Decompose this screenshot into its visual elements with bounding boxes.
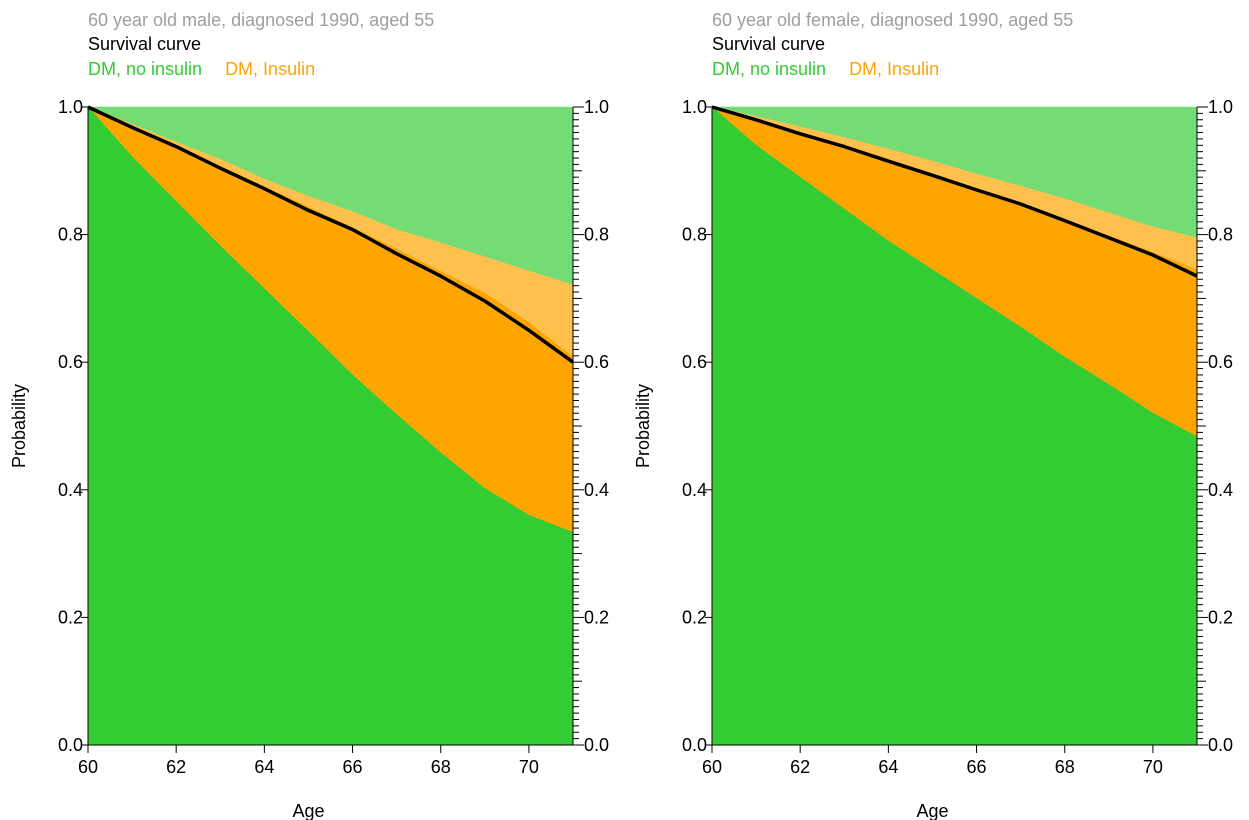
chart-panel-female: 60 year old female, diagnosed 1990, aged… bbox=[624, 0, 1248, 820]
chart-plot-female: 0.0 0.0 0.2 0.2 0.4 0.4 0.6 0.6 0.8 0.8 1.0 1.0 60 62… bbox=[633, 97, 1233, 820]
chart-subtitle: 60 year old female, diagnosed 1990, aged… bbox=[712, 10, 1074, 30]
y-tick-label-right: 0.4 bbox=[584, 480, 609, 500]
y-tick-label-left: 0.8 bbox=[682, 225, 707, 245]
y-tick-label-right: 0.6 bbox=[1208, 352, 1233, 372]
chart-plot-male: 0.0 0.0 0.2 0.2 0.4 0.4 0.6 0.6 0.8 0.8 1.0 1.0 60 62… bbox=[9, 97, 609, 820]
y-tick-label-left: 0.4 bbox=[58, 480, 83, 500]
y-tick-label-right: 1.0 bbox=[1208, 97, 1233, 117]
x-axis-label: Age bbox=[292, 801, 324, 820]
legend-entry-insulin: DM, Insulin bbox=[849, 59, 940, 79]
y-tick-label-right: 0.2 bbox=[584, 607, 609, 627]
x-tick-label: 68 bbox=[1055, 757, 1075, 777]
y-tick-label-right: 1.0 bbox=[584, 97, 609, 117]
x-tick-label: 60 bbox=[78, 757, 98, 777]
x-tick-label: 70 bbox=[1143, 757, 1163, 777]
y-tick-label-left: 0.8 bbox=[58, 225, 83, 245]
y-tick-label-right: 0.2 bbox=[1208, 607, 1233, 627]
y-tick-label-left: 1.0 bbox=[682, 97, 707, 117]
y-tick-label-left: 1.0 bbox=[58, 97, 83, 117]
chart-panel-male: 60 year old male, diagnosed 1990, aged 5… bbox=[0, 0, 624, 820]
x-tick-label: 64 bbox=[878, 757, 898, 777]
x-axis-label: Age bbox=[916, 801, 948, 820]
legend-entry-no-insulin: DM, no insulin bbox=[712, 59, 827, 79]
x-tick-label: 62 bbox=[166, 757, 186, 777]
y-tick-label-right: 0.4 bbox=[1208, 480, 1233, 500]
chart-title: Survival curve bbox=[88, 34, 202, 54]
y-axis-label: Probability bbox=[9, 384, 29, 468]
y-tick-label-left: 0.0 bbox=[58, 735, 83, 755]
y-axis-label: Probability bbox=[633, 384, 653, 468]
legend-entry-insulin: DM, Insulin bbox=[225, 59, 316, 79]
survival-curve-line bbox=[87, 105, 575, 364]
chart-subtitle: 60 year old male, diagnosed 1990, aged 5… bbox=[88, 10, 435, 30]
x-tick-label: 66 bbox=[967, 757, 987, 777]
y-tick-label-left: 0.2 bbox=[58, 607, 83, 627]
y-tick-label-left: 0.6 bbox=[58, 352, 83, 372]
y-tick-label-left: 0.0 bbox=[682, 735, 707, 755]
y-tick-label-left: 0.4 bbox=[682, 480, 707, 500]
y-tick-label-right: 0.0 bbox=[584, 735, 609, 755]
legend-entry-no-insulin: DM, no insulin bbox=[88, 59, 203, 79]
y-tick-label-right: 0.8 bbox=[1208, 225, 1233, 245]
x-tick-label: 68 bbox=[431, 757, 451, 777]
chart-title: Survival curve bbox=[712, 34, 826, 54]
y-tick-label-right: 0.0 bbox=[1208, 735, 1233, 755]
x-tick-label: 60 bbox=[702, 757, 722, 777]
y-tick-label-right: 0.6 bbox=[584, 352, 609, 372]
legend: DM, no insulin DM, Insulin bbox=[88, 60, 315, 78]
legend: DM, no insulin DM, Insulin bbox=[712, 60, 939, 78]
y-tick-label-left: 0.2 bbox=[682, 607, 707, 627]
x-tick-label: 66 bbox=[343, 757, 363, 777]
x-tick-label: 70 bbox=[519, 757, 539, 777]
x-tick-label: 62 bbox=[790, 757, 810, 777]
y-tick-label-right: 0.8 bbox=[584, 225, 609, 245]
survival-curve-line bbox=[711, 105, 1198, 278]
y-tick-label-left: 0.6 bbox=[682, 352, 707, 372]
x-tick-label: 64 bbox=[254, 757, 274, 777]
